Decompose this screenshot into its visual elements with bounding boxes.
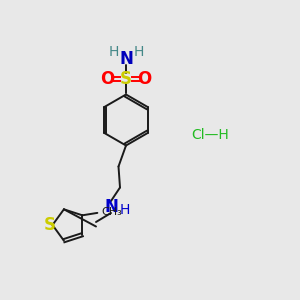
Text: S: S (44, 216, 56, 234)
Text: S: S (120, 70, 132, 88)
Text: H: H (119, 203, 130, 217)
Text: O: O (100, 70, 115, 88)
Text: Cl—H: Cl—H (191, 128, 229, 142)
Text: H: H (134, 45, 144, 59)
Text: O: O (137, 70, 152, 88)
Text: CH₃: CH₃ (102, 207, 123, 217)
Text: N: N (119, 50, 133, 68)
Text: N: N (104, 198, 118, 216)
Text: H: H (108, 45, 118, 59)
